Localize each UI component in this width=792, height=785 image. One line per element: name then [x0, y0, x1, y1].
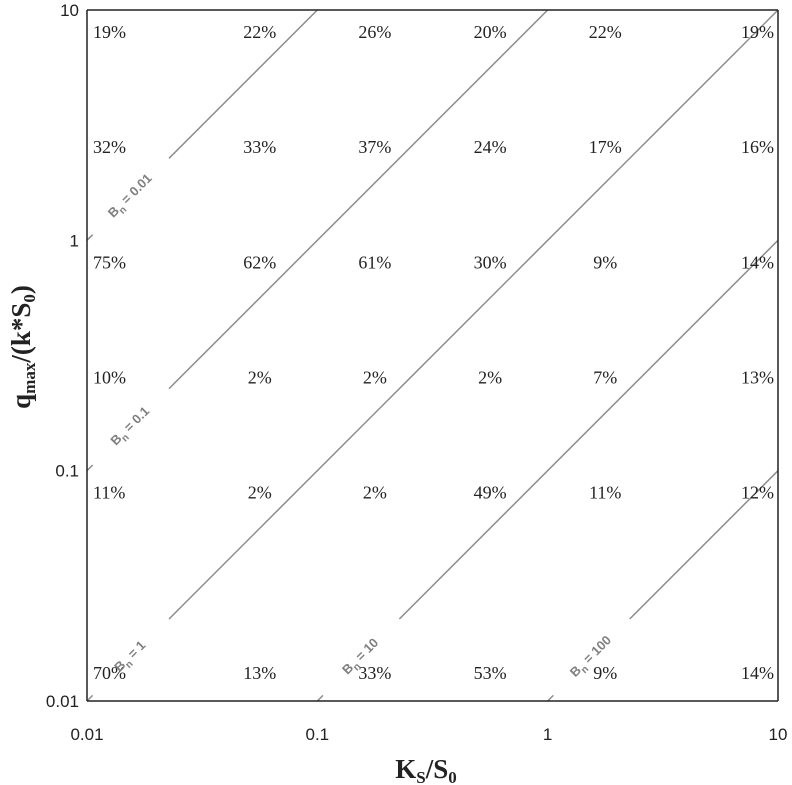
y-tick-label: 10	[60, 1, 79, 20]
contour-lines	[86, 9, 779, 702]
contour-line-segment	[86, 234, 94, 241]
contour-line	[629, 470, 779, 620]
y-tick-label: 1	[70, 231, 79, 250]
cell-value: 75%	[93, 252, 126, 272]
cell-value: 14%	[741, 252, 774, 272]
cell-values: 19% 22% 26% 20% 22% 19% 32% 33% 37% 24% 17% 16% 75% 6…	[93, 22, 774, 683]
cell-value: 33%	[358, 663, 391, 683]
cell-value: 19%	[93, 22, 126, 42]
cell-value: 13%	[741, 368, 774, 388]
cell-value: 13%	[243, 663, 276, 683]
contour-line	[398, 239, 779, 620]
cell-value: 49%	[474, 483, 507, 503]
x-tick-label: 0.01	[70, 725, 103, 744]
cell-value: 2%	[478, 368, 502, 388]
cell-value: 61%	[358, 252, 391, 272]
cell-value: 20%	[474, 22, 507, 42]
contour-line	[168, 9, 318, 159]
cell-value: 7%	[593, 368, 617, 388]
contour-line	[168, 9, 549, 390]
cell-value: 2%	[363, 368, 387, 388]
cell-value: 53%	[474, 663, 507, 683]
cell-value: 22%	[589, 22, 622, 42]
contour-line-segment	[316, 694, 324, 702]
cell-value: 70%	[93, 663, 126, 683]
cell-value: 14%	[741, 663, 774, 683]
contour-line-segment	[86, 464, 94, 472]
cell-value: 22%	[243, 22, 276, 42]
contour-line-segment	[86, 694, 94, 702]
tick-labels: 0.01 0.1 1 10 0.01 0.1 1 10	[46, 1, 788, 744]
cell-value: 11%	[589, 483, 621, 503]
cell-value: 12%	[741, 483, 774, 503]
x-axis-label: KS/S0	[395, 754, 457, 785]
cell-value: 26%	[358, 22, 391, 42]
cell-value: 2%	[363, 483, 387, 503]
x-tick-label: 0.1	[306, 725, 330, 744]
x-tick-label: 10	[769, 725, 788, 744]
y-axis-label: qmax/(k*S0)	[6, 285, 39, 409]
cell-value: 33%	[243, 137, 276, 157]
contour-line-segment	[547, 694, 554, 702]
cell-value: 2%	[248, 368, 272, 388]
cell-value: 9%	[593, 252, 617, 272]
cell-value: 32%	[93, 137, 126, 157]
y-tick-label: 0.1	[55, 462, 79, 481]
cell-value: 37%	[358, 137, 391, 157]
cell-value: 62%	[243, 252, 276, 272]
contour-line	[168, 9, 779, 620]
cell-value: 16%	[741, 137, 774, 157]
cell-value: 10%	[93, 368, 126, 388]
cell-value: 19%	[741, 22, 774, 42]
cell-value: 24%	[474, 137, 507, 157]
cell-value: 2%	[248, 483, 272, 503]
cell-value: 17%	[589, 137, 622, 157]
cell-value: 11%	[93, 483, 125, 503]
cell-value: 30%	[474, 252, 507, 272]
y-tick-label: 0.01	[46, 692, 79, 711]
x-tick-label: 1	[543, 725, 552, 744]
cell-value: 9%	[593, 663, 617, 683]
